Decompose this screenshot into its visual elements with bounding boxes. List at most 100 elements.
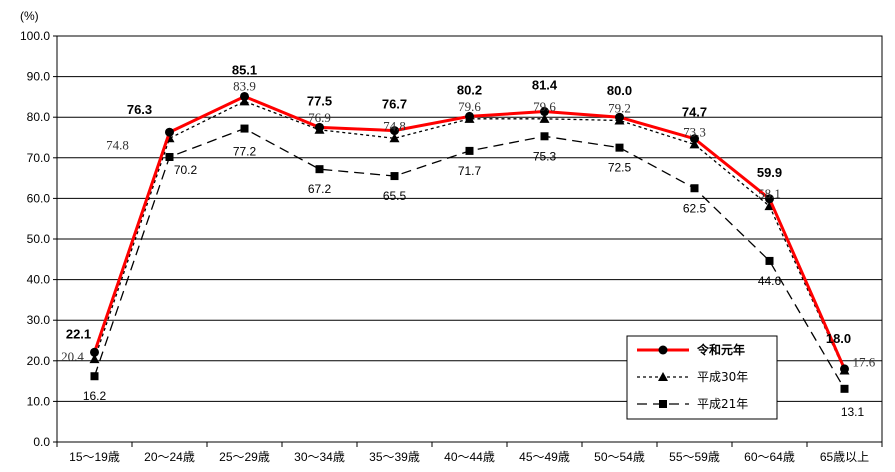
- x-tick-label: 15～19歳: [69, 450, 120, 464]
- data-label: 44.6: [758, 274, 782, 288]
- y-axis-unit-label: (%): [20, 9, 39, 23]
- data-label: 79.6: [458, 99, 481, 114]
- data-label: 74.8: [383, 118, 406, 133]
- series-line: [93, 94, 846, 370]
- x-tick-label: 35～39歳: [369, 450, 420, 464]
- data-label: 74.7: [682, 105, 707, 120]
- data-point: [840, 384, 849, 393]
- y-tick-label: 60.0: [27, 191, 51, 205]
- data-label: 16.2: [83, 389, 107, 403]
- data-label: 72.5: [608, 161, 632, 175]
- x-tick-label: 65歳以上: [820, 450, 869, 464]
- data-label: 70.2: [174, 163, 198, 177]
- y-tick-label: 70.0: [27, 151, 51, 165]
- data-label: 62.5: [683, 201, 707, 215]
- data-point: [689, 139, 700, 149]
- data-label: 65.5: [383, 189, 407, 203]
- data-label: 85.1: [232, 62, 257, 77]
- series-line: [93, 100, 846, 371]
- data-label: 76.3: [127, 102, 152, 117]
- data-label: 20.4: [61, 349, 84, 364]
- y-tick-label: 10.0: [27, 394, 51, 408]
- data-label: 67.2: [308, 182, 332, 196]
- y-tick-label: 50.0: [27, 232, 51, 246]
- data-point: [240, 91, 249, 101]
- x-tick-label: 30～34歳: [294, 450, 345, 464]
- y-tick-label: 30.0: [27, 313, 51, 327]
- data-label: 79.6: [533, 99, 556, 114]
- data-point: [389, 133, 400, 143]
- x-tick-label: 40～44歳: [444, 450, 495, 464]
- data-point: [465, 146, 474, 155]
- x-tick-label: 50～54歳: [594, 450, 645, 464]
- data-point: [465, 111, 474, 121]
- series-1: [90, 91, 849, 374]
- data-label: 80.0: [607, 83, 632, 98]
- y-tick-label: 80.0: [27, 110, 51, 124]
- x-tick-label: 20～24歳: [144, 450, 195, 464]
- y-tick-label: 0.0: [33, 435, 50, 449]
- data-label: 81.4: [532, 78, 558, 93]
- x-tick-label: 45～49歳: [519, 450, 570, 464]
- data-label: 76.9: [308, 110, 331, 125]
- data-point: [315, 122, 324, 132]
- legend-marker: [658, 372, 668, 381]
- data-point: [90, 372, 99, 381]
- data-point: [390, 126, 399, 136]
- data-point: [540, 132, 549, 141]
- y-tick-label: 100.0: [20, 29, 50, 43]
- data-point: [615, 112, 624, 122]
- data-label: 80.2: [457, 82, 482, 97]
- legend-marker: [659, 400, 667, 408]
- x-tick-label: 25～29歳: [219, 450, 270, 464]
- data-point: [615, 143, 624, 152]
- data-label: 74.8: [106, 137, 129, 152]
- data-label: 77.5: [307, 93, 332, 108]
- legend-label: 平成21年: [697, 397, 748, 411]
- legend-label: 平成30年: [697, 370, 748, 384]
- data-labels-layer: 22.1 76.3 85.1 77.5 76.7 80.2 81.4 80.0 74.7 59.9…: [61, 62, 876, 418]
- data-point: [315, 165, 324, 174]
- data-point: [840, 364, 849, 374]
- series-3: [90, 124, 849, 393]
- y-tick-label: 20.0: [27, 354, 51, 368]
- y-tick-label: 90.0: [27, 70, 51, 84]
- data-point: [90, 347, 99, 357]
- data-point: [165, 152, 174, 161]
- data-label: 17.6: [853, 355, 876, 370]
- data-label: 76.7: [382, 97, 407, 112]
- legend-marker: [658, 345, 668, 355]
- legend-entry: 平成30年: [637, 370, 748, 384]
- legend-label: 令和元年: [696, 342, 745, 357]
- x-tick-label: 55～59歳: [669, 450, 720, 464]
- data-label: 13.1: [841, 405, 865, 419]
- data-label: 83.9: [233, 78, 256, 93]
- data-point: [240, 124, 249, 133]
- data-point: [765, 256, 774, 265]
- data-label: 79.2: [608, 100, 631, 115]
- data-point: [765, 194, 774, 204]
- y-tick-label: 40.0: [27, 273, 51, 287]
- data-point: [690, 184, 699, 193]
- legend-entry: 平成21年: [637, 397, 748, 411]
- data-point: [89, 354, 100, 364]
- data-label: 58.1: [758, 186, 781, 201]
- data-label: 73.3: [683, 124, 706, 139]
- data-label: 75.3: [533, 149, 557, 163]
- data-point: [390, 172, 399, 181]
- data-point: [539, 113, 550, 123]
- x-tick-label: 60～64歳: [744, 450, 795, 464]
- data-label: 77.2: [233, 145, 257, 159]
- x-axis-ticks: 15～19歳 20～24歳 25～29歳 30～34歳 35～39歳 40～44歳 45～4…: [56, 442, 883, 464]
- y-axis-ticks: 0.0 10.0 20.0 30.0 40.0 50.0 60.0 70.0 80.0 90.0 1…: [20, 29, 57, 449]
- data-point: [540, 107, 549, 117]
- series-2: [89, 96, 850, 375]
- data-label: 22.1: [66, 326, 91, 341]
- data-label: 71.7: [458, 164, 482, 178]
- data-label: 18.0: [826, 331, 851, 346]
- data-point: [690, 134, 699, 144]
- data-label: 59.9: [757, 165, 782, 180]
- series-layer: [89, 91, 850, 393]
